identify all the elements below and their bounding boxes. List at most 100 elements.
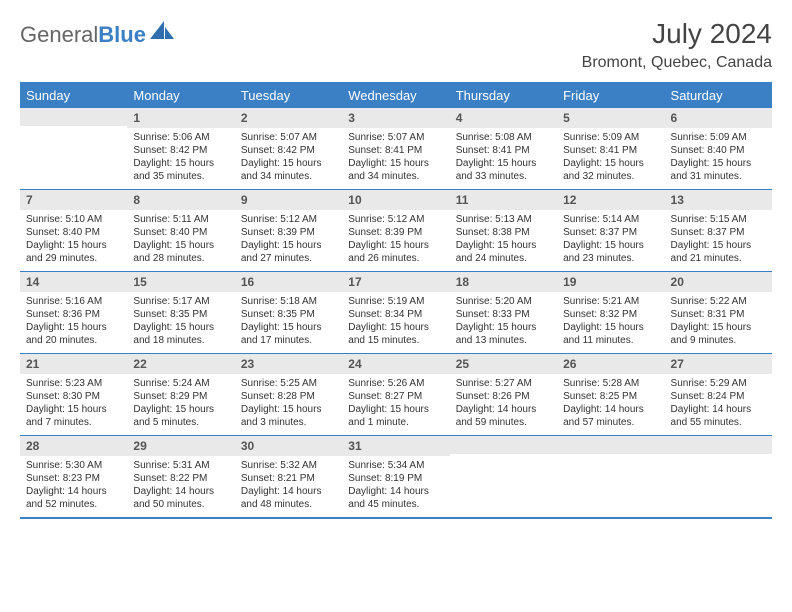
daylight-text: Daylight: 15 hours and 28 minutes. [133, 239, 228, 265]
day-details: Sunrise: 5:29 AMSunset: 8:24 PMDaylight:… [665, 374, 772, 435]
sunrise-text: Sunrise: 5:20 AM [456, 295, 551, 308]
calendar-cell: 18Sunrise: 5:20 AMSunset: 8:33 PMDayligh… [450, 272, 557, 354]
sunset-text: Sunset: 8:28 PM [241, 390, 336, 403]
day-details: Sunrise: 5:19 AMSunset: 8:34 PMDaylight:… [342, 292, 449, 353]
sunrise-text: Sunrise: 5:21 AM [563, 295, 658, 308]
daylight-text: Daylight: 14 hours and 45 minutes. [348, 485, 443, 511]
sunrise-text: Sunrise: 5:12 AM [241, 213, 336, 226]
daylight-text: Daylight: 15 hours and 17 minutes. [241, 321, 336, 347]
sunset-text: Sunset: 8:34 PM [348, 308, 443, 321]
sunset-text: Sunset: 8:36 PM [26, 308, 121, 321]
calendar-cell: 17Sunrise: 5:19 AMSunset: 8:34 PMDayligh… [342, 272, 449, 354]
day-number: 26 [557, 354, 664, 374]
day-number: 12 [557, 190, 664, 210]
day-details: Sunrise: 5:10 AMSunset: 8:40 PMDaylight:… [20, 210, 127, 271]
calendar-cell: 25Sunrise: 5:27 AMSunset: 8:26 PMDayligh… [450, 354, 557, 436]
day-details: Sunrise: 5:07 AMSunset: 8:41 PMDaylight:… [342, 128, 449, 189]
sunrise-text: Sunrise: 5:22 AM [671, 295, 766, 308]
sunset-text: Sunset: 8:41 PM [456, 144, 551, 157]
calendar-cell: 3Sunrise: 5:07 AMSunset: 8:41 PMDaylight… [342, 108, 449, 190]
sunset-text: Sunset: 8:39 PM [241, 226, 336, 239]
day-details: Sunrise: 5:07 AMSunset: 8:42 PMDaylight:… [235, 128, 342, 189]
day-details: Sunrise: 5:09 AMSunset: 8:41 PMDaylight:… [557, 128, 664, 189]
day-number: 20 [665, 272, 772, 292]
calendar-cell [450, 436, 557, 518]
daylight-text: Daylight: 15 hours and 29 minutes. [26, 239, 121, 265]
sunset-text: Sunset: 8:33 PM [456, 308, 551, 321]
daylight-text: Daylight: 15 hours and 9 minutes. [671, 321, 766, 347]
day-details [665, 454, 772, 510]
day-details: Sunrise: 5:09 AMSunset: 8:40 PMDaylight:… [665, 128, 772, 189]
day-details: Sunrise: 5:08 AMSunset: 8:41 PMDaylight:… [450, 128, 557, 189]
sunset-text: Sunset: 8:40 PM [26, 226, 121, 239]
day-details: Sunrise: 5:06 AMSunset: 8:42 PMDaylight:… [127, 128, 234, 189]
daylight-text: Daylight: 15 hours and 11 minutes. [563, 321, 658, 347]
sunrise-text: Sunrise: 5:17 AM [133, 295, 228, 308]
weekday-header: Thursday [450, 84, 557, 108]
calendar-week-row: 1Sunrise: 5:06 AMSunset: 8:42 PMDaylight… [20, 108, 772, 190]
calendar-week-row: 7Sunrise: 5:10 AMSunset: 8:40 PMDaylight… [20, 190, 772, 272]
daylight-text: Daylight: 15 hours and 15 minutes. [348, 321, 443, 347]
day-number: 27 [665, 354, 772, 374]
page-header: GeneralBlue July 2024 Bromont, Quebec, C… [20, 18, 772, 72]
day-details: Sunrise: 5:21 AMSunset: 8:32 PMDaylight:… [557, 292, 664, 353]
daylight-text: Daylight: 14 hours and 52 minutes. [26, 485, 121, 511]
calendar-cell: 31Sunrise: 5:34 AMSunset: 8:19 PMDayligh… [342, 436, 449, 518]
calendar-cell: 6Sunrise: 5:09 AMSunset: 8:40 PMDaylight… [665, 108, 772, 190]
daylight-text: Daylight: 14 hours and 59 minutes. [456, 403, 551, 429]
day-number: 9 [235, 190, 342, 210]
sunrise-text: Sunrise: 5:23 AM [26, 377, 121, 390]
calendar: Sunday Monday Tuesday Wednesday Thursday… [20, 82, 772, 519]
sunrise-text: Sunrise: 5:06 AM [133, 131, 228, 144]
sunrise-text: Sunrise: 5:09 AM [563, 131, 658, 144]
day-number [450, 436, 557, 454]
sunset-text: Sunset: 8:22 PM [133, 472, 228, 485]
sunset-text: Sunset: 8:41 PM [563, 144, 658, 157]
day-number [557, 436, 664, 454]
day-number: 1 [127, 108, 234, 128]
calendar-cell: 16Sunrise: 5:18 AMSunset: 8:35 PMDayligh… [235, 272, 342, 354]
calendar-cell [557, 436, 664, 518]
day-number [20, 108, 127, 126]
day-details: Sunrise: 5:12 AMSunset: 8:39 PMDaylight:… [342, 210, 449, 271]
day-number: 3 [342, 108, 449, 128]
brand-second: Blue [98, 22, 146, 48]
sunset-text: Sunset: 8:40 PM [133, 226, 228, 239]
sunset-text: Sunset: 8:38 PM [456, 226, 551, 239]
day-details: Sunrise: 5:27 AMSunset: 8:26 PMDaylight:… [450, 374, 557, 435]
calendar-cell: 2Sunrise: 5:07 AMSunset: 8:42 PMDaylight… [235, 108, 342, 190]
sunrise-text: Sunrise: 5:32 AM [241, 459, 336, 472]
calendar-cell: 15Sunrise: 5:17 AMSunset: 8:35 PMDayligh… [127, 272, 234, 354]
weekday-header: Saturday [665, 84, 772, 108]
day-number: 21 [20, 354, 127, 374]
logo-sail-icon [150, 21, 176, 47]
daylight-text: Daylight: 15 hours and 3 minutes. [241, 403, 336, 429]
sunrise-text: Sunrise: 5:08 AM [456, 131, 551, 144]
daylight-text: Daylight: 15 hours and 31 minutes. [671, 157, 766, 183]
sunset-text: Sunset: 8:25 PM [563, 390, 658, 403]
weekday-header: Sunday [20, 84, 127, 108]
sunset-text: Sunset: 8:26 PM [456, 390, 551, 403]
day-number: 14 [20, 272, 127, 292]
calendar-cell [20, 108, 127, 190]
day-details: Sunrise: 5:30 AMSunset: 8:23 PMDaylight:… [20, 456, 127, 517]
calendar-cell: 26Sunrise: 5:28 AMSunset: 8:25 PMDayligh… [557, 354, 664, 436]
sunrise-text: Sunrise: 5:07 AM [348, 131, 443, 144]
title-block: July 2024 Bromont, Quebec, Canada [582, 18, 772, 72]
day-number: 22 [127, 354, 234, 374]
day-number: 6 [665, 108, 772, 128]
day-number: 31 [342, 436, 449, 456]
sunset-text: Sunset: 8:35 PM [133, 308, 228, 321]
calendar-cell: 12Sunrise: 5:14 AMSunset: 8:37 PMDayligh… [557, 190, 664, 272]
calendar-cell: 1Sunrise: 5:06 AMSunset: 8:42 PMDaylight… [127, 108, 234, 190]
day-number: 19 [557, 272, 664, 292]
calendar-cell: 19Sunrise: 5:21 AMSunset: 8:32 PMDayligh… [557, 272, 664, 354]
day-number: 4 [450, 108, 557, 128]
sunrise-text: Sunrise: 5:13 AM [456, 213, 551, 226]
day-details: Sunrise: 5:31 AMSunset: 8:22 PMDaylight:… [127, 456, 234, 517]
calendar-cell: 20Sunrise: 5:22 AMSunset: 8:31 PMDayligh… [665, 272, 772, 354]
day-details [450, 454, 557, 510]
daylight-text: Daylight: 15 hours and 33 minutes. [456, 157, 551, 183]
day-number: 28 [20, 436, 127, 456]
day-details: Sunrise: 5:13 AMSunset: 8:38 PMDaylight:… [450, 210, 557, 271]
